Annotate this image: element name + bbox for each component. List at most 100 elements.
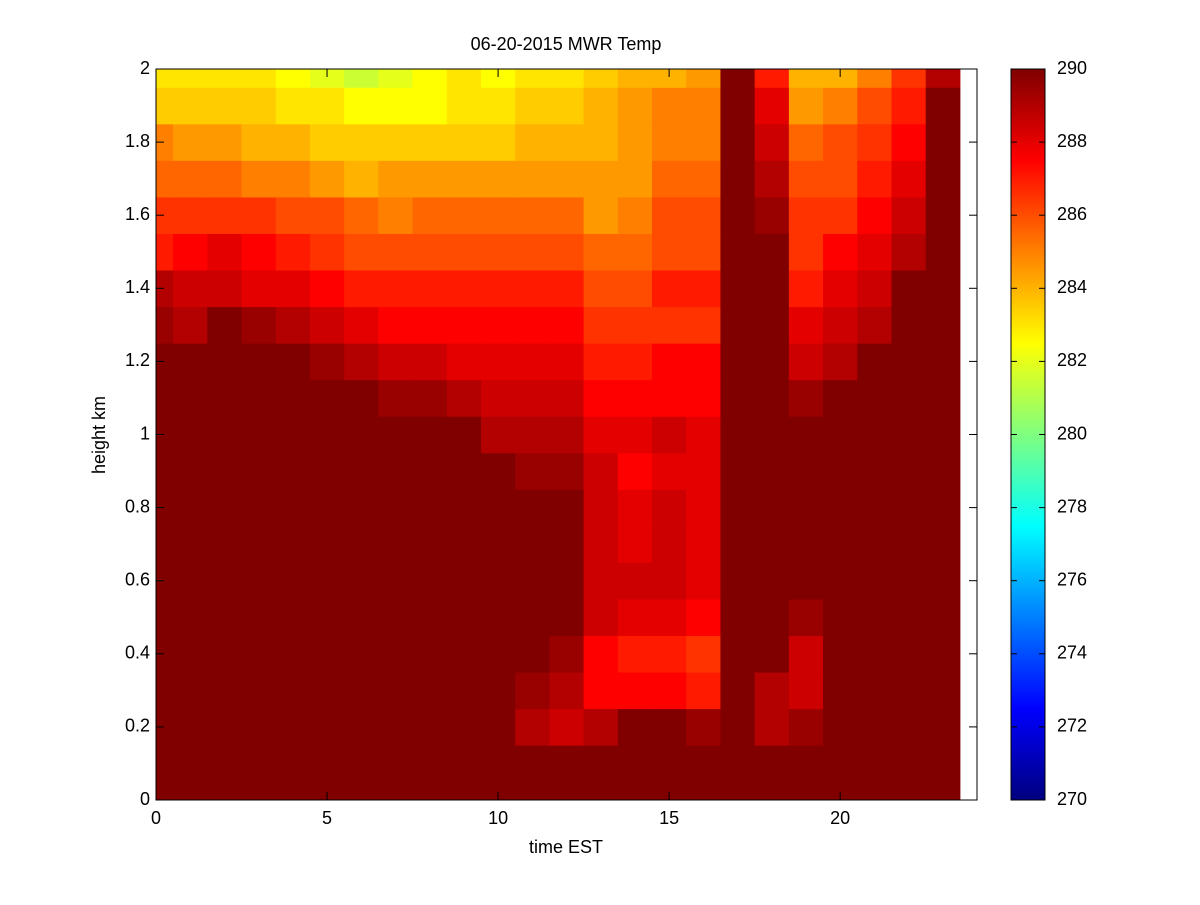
heat-cell [480,489,516,527]
y-tick-label: 1.6 [125,204,150,224]
heat-cell [156,452,174,490]
heat-cell [583,379,619,417]
heat-cell [925,635,961,673]
heat-cell [754,379,790,417]
heat-cell [857,87,892,125]
heat-cell [207,672,243,710]
y-tick-label: 0.2 [125,716,150,736]
heat-cell [788,87,824,125]
heat-cell [446,123,482,161]
heat-cell [378,123,414,161]
y-tick-label: 1.4 [125,277,150,297]
heat-cell [857,525,892,563]
heat-cell [652,87,687,125]
heat-cell [549,489,585,527]
heat-cell [652,123,687,161]
heat-cell [241,635,277,673]
heat-cell [309,525,345,563]
heat-cell [617,708,653,746]
heat-cell [344,69,379,88]
heat-cell [891,635,927,673]
heat-cell [173,525,208,563]
heat-cell [412,562,448,600]
heat-cell [549,745,585,783]
heat-cell [515,196,550,234]
heat-cell [925,562,961,600]
heat-cell [412,635,448,673]
heat-cell [686,635,721,673]
heat-cell [412,160,448,198]
heat-cell [617,343,653,381]
heat-cell [275,562,311,600]
heat-cell [446,416,482,454]
heat-cell [446,69,482,88]
heat-cell [446,708,482,746]
heat-cell [275,69,311,88]
heat-cell [686,525,721,563]
heat-cell [515,270,550,308]
heat-cell [720,270,756,308]
heat-cell [378,635,414,673]
heat-cell [652,672,687,710]
heat-cell [480,306,516,344]
heat-cell [207,270,243,308]
heat-cell [754,123,790,161]
heat-cell [788,69,824,88]
heat-cell [583,598,619,637]
heat-cell [720,562,756,600]
heat-cell [275,306,311,344]
heat-cell [309,635,345,673]
heat-cell [686,489,721,527]
heat-cell [515,160,550,198]
heat-cell [241,270,277,308]
heat-cell [823,489,858,527]
heat-cell [686,69,721,88]
heat-cell [156,270,174,308]
heat-cell [652,379,687,417]
heat-cell [156,87,174,125]
heat-cell [823,270,858,308]
heat-cell [156,745,174,783]
heat-cell [515,672,550,710]
heat-cell [515,781,550,800]
heat-cell [823,306,858,344]
heat-cell [446,781,482,800]
heat-cell [686,87,721,125]
heat-cell [652,708,687,746]
heat-cell [788,160,824,198]
heat-cell [275,379,311,417]
heat-cell [446,672,482,710]
heat-cell [207,562,243,600]
heat-cell [891,416,927,454]
heat-cell [549,160,585,198]
heat-cell [515,708,550,746]
heat-cell [617,196,653,234]
heat-cell [652,160,687,198]
heat-cell [720,196,756,234]
heat-cell [275,87,311,125]
heat-cell [173,343,208,381]
colorbar-tick-label: 288 [1057,131,1087,151]
heat-cell [480,160,516,198]
heat-cell [344,489,379,527]
heat-cell [686,233,721,271]
heat-cell [925,781,961,800]
heat-cell [754,781,790,800]
heat-cell [857,598,892,637]
heat-cell [446,306,482,344]
heat-cell [275,270,311,308]
heat-cell [309,489,345,527]
heat-cell [891,781,927,800]
heat-cell [378,416,414,454]
heat-cell [309,379,345,417]
heat-cell [686,306,721,344]
heat-cell [241,452,277,490]
heat-cell [857,69,892,88]
heat-cell [788,123,824,161]
heat-cell [617,525,653,563]
heat-cell [686,562,721,600]
heat-cell [925,489,961,527]
heat-cell [583,233,619,271]
heat-cell [344,87,379,125]
heat-cell [857,233,892,271]
